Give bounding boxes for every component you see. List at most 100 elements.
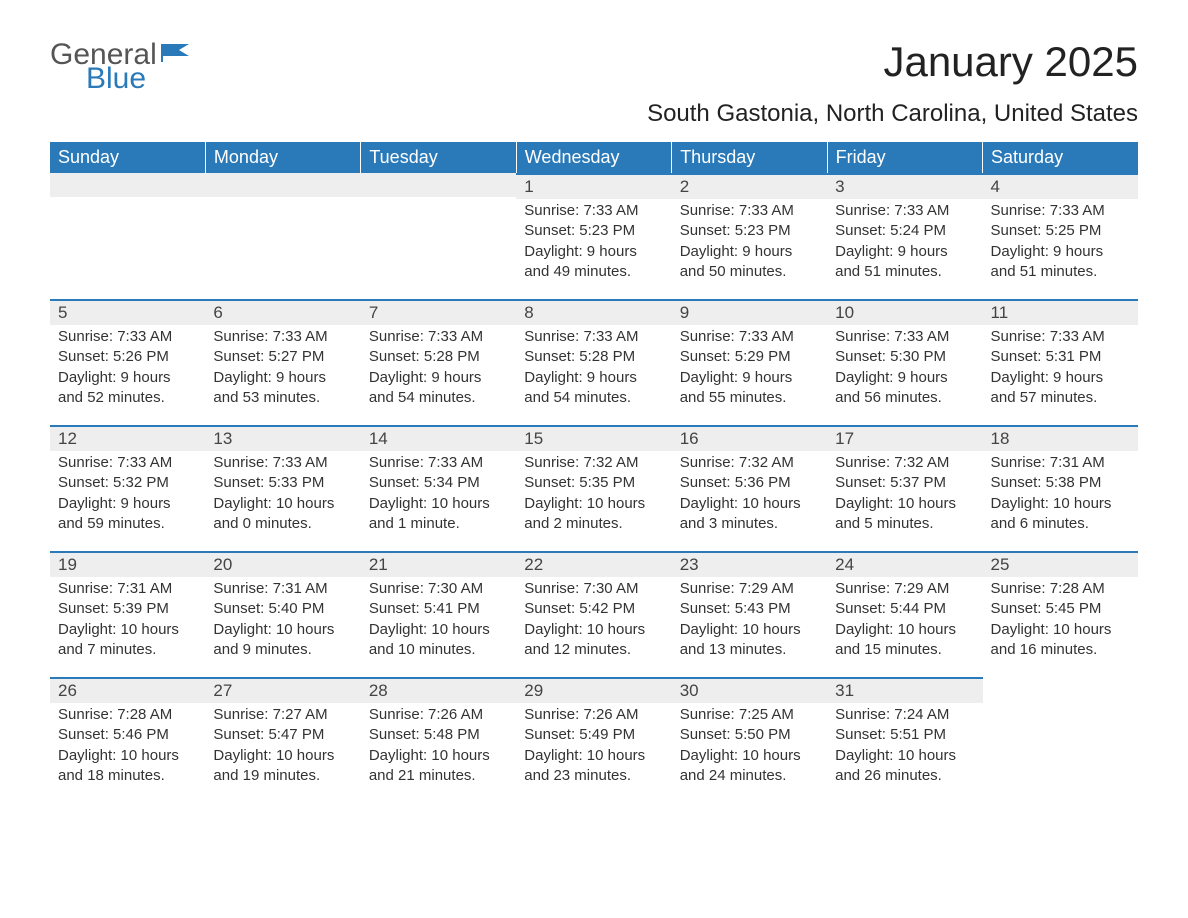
calendar-cell: 23Sunrise: 7:29 AMSunset: 5:43 PMDayligh… [672,551,827,677]
daylight-line2: and 5 minutes. [835,514,974,534]
weekday-header: Wednesday [516,142,671,173]
weekday-header: Saturday [983,142,1138,173]
flag-icon [161,42,191,64]
day-body: Sunrise: 7:33 AMSunset: 5:28 PMDaylight:… [516,325,671,414]
calendar-cell: 13Sunrise: 7:33 AMSunset: 5:33 PMDayligh… [205,425,360,551]
daylight-line2: and 52 minutes. [58,388,197,408]
day-body: Sunrise: 7:33 AMSunset: 5:26 PMDaylight:… [50,325,205,414]
day-body: Sunrise: 7:33 AMSunset: 5:27 PMDaylight:… [205,325,360,414]
day-number-bar: 27 [205,677,360,703]
day-body: Sunrise: 7:33 AMSunset: 5:28 PMDaylight:… [361,325,516,414]
daylight-line1: Daylight: 9 hours [991,368,1130,388]
sunset-text: Sunset: 5:28 PM [369,347,508,367]
calendar-cell: 31Sunrise: 7:24 AMSunset: 5:51 PMDayligh… [827,677,982,803]
day-number: 19 [50,553,205,577]
day-number-bar: 17 [827,425,982,451]
daylight-line1: Daylight: 10 hours [524,494,663,514]
day-number: 20 [205,553,360,577]
daylight-line2: and 18 minutes. [58,766,197,786]
calendar-cell [205,173,360,299]
day-number-bar: 20 [205,551,360,577]
day-body: Sunrise: 7:29 AMSunset: 5:43 PMDaylight:… [672,577,827,666]
daylight-line1: Daylight: 9 hours [213,368,352,388]
daylight-line1: Daylight: 10 hours [213,746,352,766]
sunrise-text: Sunrise: 7:33 AM [58,327,197,347]
calendar-cell: 24Sunrise: 7:29 AMSunset: 5:44 PMDayligh… [827,551,982,677]
day-number: 10 [827,301,982,325]
sunset-text: Sunset: 5:33 PM [213,473,352,493]
sunrise-text: Sunrise: 7:33 AM [213,327,352,347]
sunset-text: Sunset: 5:40 PM [213,599,352,619]
day-number: 11 [983,301,1138,325]
calendar-cell: 27Sunrise: 7:27 AMSunset: 5:47 PMDayligh… [205,677,360,803]
calendar-cell: 16Sunrise: 7:32 AMSunset: 5:36 PMDayligh… [672,425,827,551]
day-number-bar: 10 [827,299,982,325]
day-number: 2 [672,175,827,199]
sunset-text: Sunset: 5:51 PM [835,725,974,745]
daylight-line2: and 54 minutes. [524,388,663,408]
calendar-cell: 17Sunrise: 7:32 AMSunset: 5:37 PMDayligh… [827,425,982,551]
calendar-cell: 4Sunrise: 7:33 AMSunset: 5:25 PMDaylight… [983,173,1138,299]
sunrise-text: Sunrise: 7:26 AM [369,705,508,725]
calendar-week-row: 26Sunrise: 7:28 AMSunset: 5:46 PMDayligh… [50,677,1138,803]
day-body: Sunrise: 7:33 AMSunset: 5:24 PMDaylight:… [827,199,982,288]
sunset-text: Sunset: 5:49 PM [524,725,663,745]
day-number-bar: 2 [672,173,827,199]
day-number-bar: 21 [361,551,516,577]
sunrise-text: Sunrise: 7:33 AM [524,327,663,347]
sunrise-text: Sunrise: 7:32 AM [680,453,819,473]
day-body: Sunrise: 7:29 AMSunset: 5:44 PMDaylight:… [827,577,982,666]
daylight-line1: Daylight: 10 hours [835,746,974,766]
daylight-line2: and 10 minutes. [369,640,508,660]
day-number: 30 [672,679,827,703]
sunrise-text: Sunrise: 7:26 AM [524,705,663,725]
day-number-bar: 26 [50,677,205,703]
day-number: 4 [983,175,1138,199]
daylight-line1: Daylight: 10 hours [524,746,663,766]
daylight-line2: and 7 minutes. [58,640,197,660]
daylight-line2: and 19 minutes. [213,766,352,786]
day-number: 3 [827,175,982,199]
weekday-header: Sunday [50,142,205,173]
sunrise-text: Sunrise: 7:30 AM [524,579,663,599]
day-body: Sunrise: 7:33 AMSunset: 5:29 PMDaylight:… [672,325,827,414]
weekday-header: Monday [205,142,360,173]
sunset-text: Sunset: 5:34 PM [369,473,508,493]
daylight-line2: and 1 minute. [369,514,508,534]
day-body: Sunrise: 7:27 AMSunset: 5:47 PMDaylight:… [205,703,360,792]
day-number: 1 [516,175,671,199]
sunset-text: Sunset: 5:24 PM [835,221,974,241]
day-body: Sunrise: 7:33 AMSunset: 5:32 PMDaylight:… [50,451,205,540]
sunset-text: Sunset: 5:39 PM [58,599,197,619]
day-number: 12 [50,427,205,451]
day-number: 21 [361,553,516,577]
day-number: 26 [50,679,205,703]
day-number: 27 [205,679,360,703]
sunset-text: Sunset: 5:28 PM [524,347,663,367]
daylight-line2: and 53 minutes. [213,388,352,408]
sunset-text: Sunset: 5:26 PM [58,347,197,367]
calendar-cell: 1Sunrise: 7:33 AMSunset: 5:23 PMDaylight… [516,173,671,299]
calendar-week-row: 1Sunrise: 7:33 AMSunset: 5:23 PMDaylight… [50,173,1138,299]
daylight-line1: Daylight: 10 hours [58,746,197,766]
day-body: Sunrise: 7:31 AMSunset: 5:40 PMDaylight:… [205,577,360,666]
sunrise-text: Sunrise: 7:33 AM [835,201,974,221]
daylight-line1: Daylight: 10 hours [991,620,1130,640]
daylight-line2: and 56 minutes. [835,388,974,408]
day-body: Sunrise: 7:32 AMSunset: 5:36 PMDaylight:… [672,451,827,540]
day-number-bar: 4 [983,173,1138,199]
empty-daynum [205,173,360,197]
sunset-text: Sunset: 5:44 PM [835,599,974,619]
location-subtitle: South Gastonia, North Carolina, United S… [50,100,1138,128]
sunset-text: Sunset: 5:23 PM [524,221,663,241]
sunset-text: Sunset: 5:36 PM [680,473,819,493]
sunset-text: Sunset: 5:42 PM [524,599,663,619]
day-body: Sunrise: 7:26 AMSunset: 5:48 PMDaylight:… [361,703,516,792]
calendar-cell: 9Sunrise: 7:33 AMSunset: 5:29 PMDaylight… [672,299,827,425]
day-number: 17 [827,427,982,451]
sunset-text: Sunset: 5:35 PM [524,473,663,493]
sunrise-text: Sunrise: 7:29 AM [835,579,974,599]
daylight-line1: Daylight: 9 hours [58,368,197,388]
calendar-week-row: 5Sunrise: 7:33 AMSunset: 5:26 PMDaylight… [50,299,1138,425]
day-body: Sunrise: 7:30 AMSunset: 5:41 PMDaylight:… [361,577,516,666]
